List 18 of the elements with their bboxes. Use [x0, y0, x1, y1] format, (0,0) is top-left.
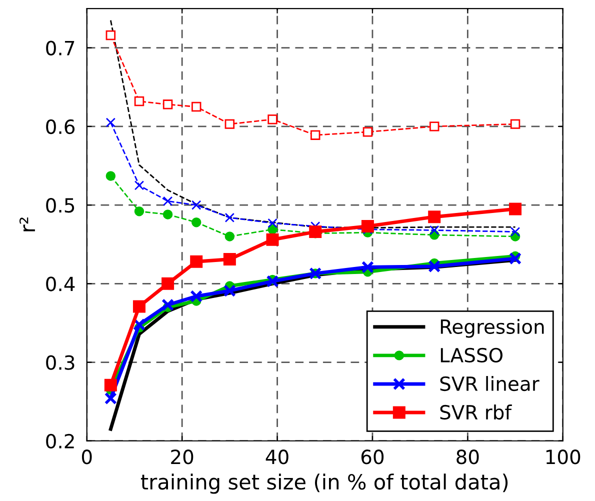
legend-label: Regression: [440, 318, 544, 338]
y-tick-label: 0.7: [46, 40, 74, 56]
y-axis-title: r²: [19, 218, 35, 232]
y-tick-label: 0.4: [46, 276, 75, 292]
x-tick-label: 0: [82, 450, 92, 464]
x-tick-label: 40: [266, 450, 288, 464]
x-tick-label: 20: [171, 450, 194, 464]
x-axis-title: training set size (in % of total data): [140, 474, 508, 494]
legend-label: SVR rbf: [440, 404, 512, 420]
y-tick-label: 0.2: [46, 434, 74, 449]
y-tick-label: 0.6: [46, 119, 75, 134]
x-tick-label: 80: [456, 450, 479, 464]
x-tick-label: 100: [546, 450, 580, 464]
y-tick-label: 0.5: [46, 198, 74, 213]
legend-label: SVR linear: [440, 376, 540, 392]
x-tick-label: 60: [361, 450, 384, 464]
legend-label: LASSO: [440, 348, 502, 363]
y-tick-label: 0.3: [46, 355, 74, 370]
